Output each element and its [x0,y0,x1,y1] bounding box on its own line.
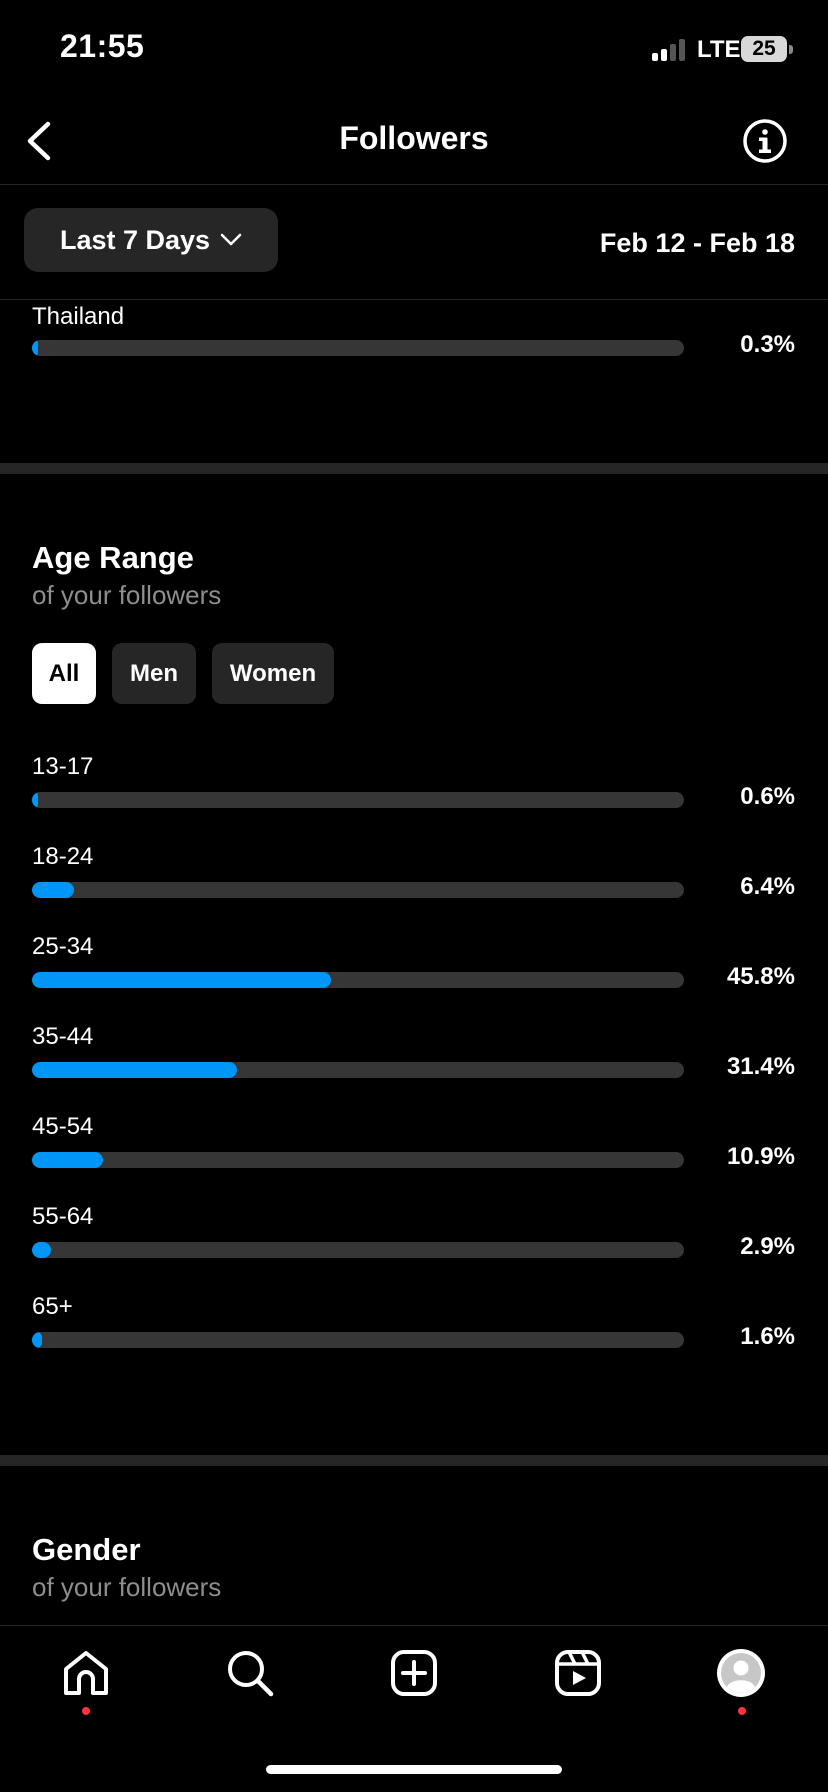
signal-icon [652,37,692,61]
date-range-dropdown-label: Last 7 Days [59,224,211,255]
age-bar-label: 18-24 [32,843,94,870]
age-bar-percent: 1.6% [740,1323,795,1350]
filter-chip-women[interactable]: Women [212,643,334,704]
nav-profile[interactable] [715,1647,767,1699]
age-bar-percent: 10.9% [726,1143,795,1170]
date-range-text: Feb 12 - Feb 18 [599,228,795,258]
nav-reels[interactable] [552,1647,604,1699]
chevron-down-icon [220,233,242,246]
section-separator [0,463,828,474]
age-bar-track [32,972,684,988]
filter-chip-all[interactable]: All [32,643,96,704]
age-bar-track [32,882,684,898]
reels-icon [555,1650,601,1696]
country-label: Thailand [32,303,125,330]
age-bar-label: 55-64 [32,1203,94,1230]
info-icon [743,119,787,163]
nav-search[interactable] [224,1647,276,1699]
create-icon [391,1650,437,1696]
age-bar-fill [32,882,74,898]
back-button[interactable] [24,120,54,162]
age-bar-percent: 0.6% [740,783,795,810]
home-indicator[interactable] [266,1765,562,1774]
age-bar-track [32,1332,684,1348]
age-bar-label: 35-44 [32,1023,94,1050]
network-type: LTE [697,36,741,63]
country-bar-fill [32,340,38,356]
profile-avatar [717,1649,765,1697]
filter-divider [0,299,828,300]
filter-chip-men[interactable]: Men [112,643,196,704]
age-bar-track [32,792,684,808]
chevron-left-icon [27,121,51,161]
age-bar-percent: 45.8% [726,963,795,990]
age-bar-track [32,1062,684,1078]
age-bar-fill [32,1242,51,1258]
age-bar-track [32,1152,684,1168]
page-title: Followers [339,120,489,156]
nav-divider [0,1625,828,1626]
battery-icon: 25 [741,36,787,62]
age-bar-label: 13-17 [32,753,94,780]
age-bar-fill [32,1332,43,1348]
country-percent: 0.3% [740,331,795,358]
age-bar-fill [32,972,331,988]
age-bar-fill [32,1062,237,1078]
date-range-dropdown[interactable]: Last 7 Days [24,208,278,272]
age-bar-label: 65+ [32,1293,73,1320]
age-bar-percent: 6.4% [740,873,795,900]
status-time: 21:55 [60,28,145,64]
nav-home[interactable] [60,1647,112,1699]
age-bar-track [32,1242,684,1258]
notification-dot [738,1707,746,1715]
notification-dot [82,1707,90,1715]
header-divider [0,184,828,185]
age-bar-percent: 31.4% [726,1053,795,1080]
age-range-subtitle: of your followers [32,580,222,610]
age-bar-label: 25-34 [32,933,94,960]
gender-title: Gender [32,1532,141,1567]
home-icon [64,1651,108,1695]
age-bar-label: 45-54 [32,1113,94,1140]
search-icon [228,1651,274,1697]
section-separator [0,1455,828,1466]
age-bar-fill [32,1152,104,1168]
age-range-title: Age Range [32,540,194,575]
country-bar-track [32,340,684,356]
battery-nub [789,45,793,54]
info-button[interactable] [742,118,788,164]
age-bar-percent: 2.9% [740,1233,795,1260]
nav-create[interactable] [388,1647,440,1699]
gender-subtitle: of your followers [32,1572,222,1602]
age-bar-fill [32,792,38,808]
